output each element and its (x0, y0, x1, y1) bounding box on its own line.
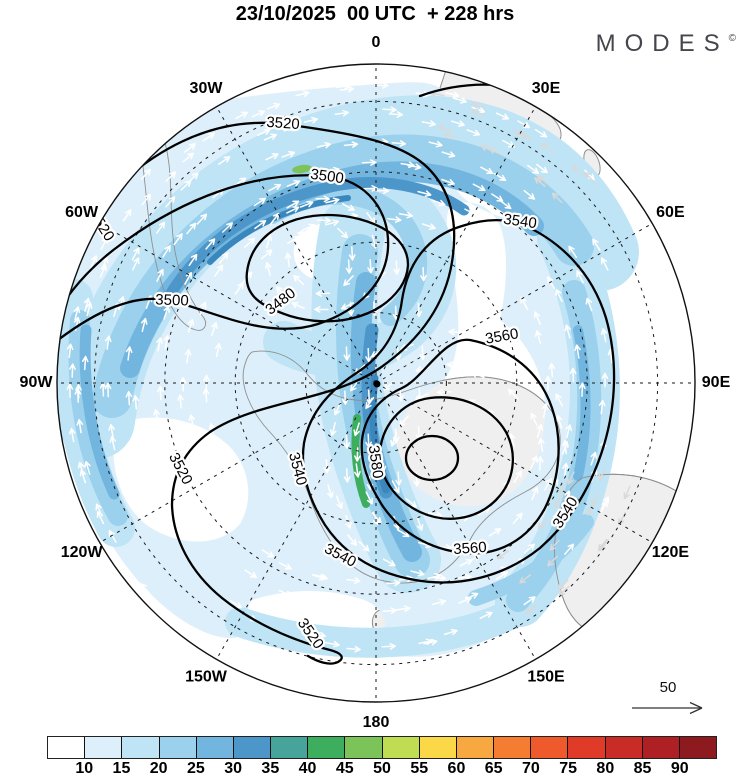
shading-band (79, 324, 120, 500)
wind-reference-arrow-icon (632, 701, 703, 715)
wind-reference-value: 50 (660, 679, 677, 696)
wind-arrows-bottom-band (229, 549, 536, 653)
wind-arrows-africa-weak (430, 90, 595, 204)
contour-label: 3560 (453, 539, 487, 558)
colorbar-cell (85, 737, 123, 758)
colorbar-tick: 90 (670, 760, 689, 777)
colorbar-tick: 20 (149, 760, 168, 777)
colorbar-cell (605, 737, 643, 758)
colorbar-cell (196, 737, 234, 758)
wind-arrows-left-edge-band (66, 168, 152, 595)
colorbar-cell (345, 737, 383, 758)
meridian-label: 0 (372, 34, 381, 51)
meridian-label: 180 (363, 714, 390, 731)
contour-label: 3500 (155, 291, 189, 309)
colorbar-cell (48, 737, 86, 758)
colorbar-tick: 75 (559, 760, 578, 777)
shading-band (68, 310, 128, 526)
meridian-labels: 0 30E 60E 90E 120E 150E 180 150W 120W 90W 60W 30W (20, 34, 731, 731)
colorbar-tick: 40 (298, 760, 317, 777)
shading-band (369, 374, 390, 494)
colorbar-cell (122, 737, 160, 758)
meridian-label: 120E (652, 544, 690, 561)
colorbar-cell (456, 737, 495, 758)
height-contour-inner (404, 434, 460, 482)
graticule (57, 64, 695, 702)
meridian-label: 150W (185, 669, 228, 686)
colorbar (47, 736, 717, 759)
brand-logo: MODES© (596, 30, 736, 58)
colorbar-tick: 25 (186, 760, 205, 777)
height-contour-3560 (360, 338, 560, 555)
colorbar-tick: 50 (373, 760, 391, 777)
colorbar-tick: 60 (447, 760, 466, 777)
meridian-label: 60W (65, 204, 99, 221)
pole-marker (373, 380, 381, 388)
colorbar-tick: 35 (261, 760, 280, 777)
colorbar-ticks: 10 15 20 25 30 35 40 45 50 55 60 65 70 75 80 85 90 (47, 759, 717, 781)
colorbar-tick: 55 (410, 760, 429, 777)
colorbar-tick: 45 (335, 760, 354, 777)
colorbar-cell (308, 737, 346, 758)
shading-band (207, 195, 351, 265)
meridian-label: 60E (656, 204, 685, 221)
colorbar-tick: 15 (112, 760, 131, 777)
colorbar-cell (233, 737, 272, 758)
graticule-parallel (305, 312, 447, 454)
colorbar-tick: 65 (484, 760, 503, 777)
graticule-parallel (164, 171, 588, 595)
colorbar-cell (159, 737, 197, 758)
colorbar-cell (419, 737, 457, 758)
colorbar-tick: 80 (596, 760, 615, 777)
height-contour-3480 (245, 213, 410, 323)
wind-arrows-australia-weak (496, 467, 631, 614)
meridian-label: 30W (190, 80, 224, 97)
height-contour-3520 (86, 121, 456, 665)
colorbar-cell (494, 737, 532, 758)
colorbar-tick: 85 (633, 760, 652, 777)
brand-name: MODES (595, 30, 729, 57)
colorbar-cell (568, 737, 606, 758)
map-boundary (56, 63, 696, 703)
graticule-parallel (234, 241, 518, 525)
meridian-label: 90W (20, 374, 54, 391)
shading-green-spot (292, 164, 312, 174)
colorbar-cell (382, 737, 420, 758)
meridian-label: 150E (527, 669, 565, 686)
shading-band (162, 177, 470, 304)
meridian-label: 30E (532, 80, 561, 97)
colorbar-tick: 10 (75, 760, 94, 777)
colorbar-tick: 30 (224, 760, 243, 777)
wind-reference-legend: 50 (632, 679, 703, 715)
shading-band (573, 325, 591, 481)
colorbar-cell (642, 737, 680, 758)
meridian-label: 120W (61, 544, 104, 561)
brand-mark: © (728, 33, 736, 44)
height-contour-3580 (378, 396, 514, 520)
colorbar-tick: 70 (521, 760, 540, 777)
colorbar-cell (531, 737, 569, 758)
colorbar-cell (679, 737, 717, 758)
land-tasmania (592, 646, 608, 658)
contour-label: 3520 (266, 114, 300, 133)
colorbar-cell (271, 737, 309, 758)
page-title: 23/10/2025 00 UTC + 228 hrs (235, 3, 515, 25)
shading-band (225, 599, 527, 658)
meridian-label: 90E (702, 374, 731, 391)
shading-band (468, 514, 594, 606)
height-contour-3500 (57, 174, 390, 342)
height-contour-3540 (301, 219, 616, 584)
graticule-parallel (93, 100, 659, 666)
graticule-meridians (57, 64, 695, 702)
